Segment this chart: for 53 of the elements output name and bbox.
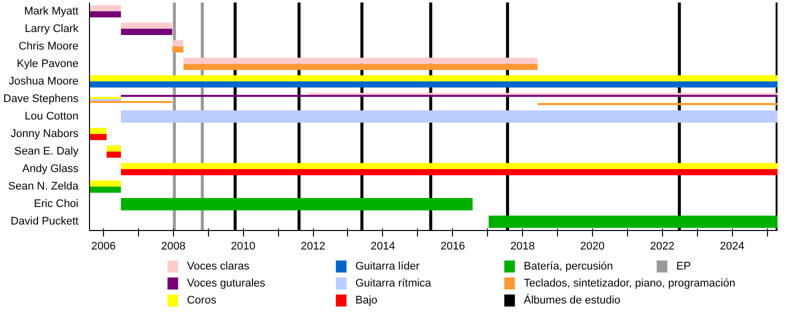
bar — [183, 58, 538, 64]
bar — [90, 5, 121, 12]
y-tick-label: Joshua Moore — [8, 75, 79, 88]
y-tick-label: Kyle Pavone — [16, 58, 79, 70]
x-tick-label: 2008 — [161, 240, 186, 252]
bar — [172, 40, 184, 46]
bar — [172, 46, 184, 52]
bar — [106, 152, 121, 158]
legend-label: Voces claras — [186, 260, 250, 272]
y-tick-label: David Puckett — [10, 216, 79, 228]
bar — [90, 11, 121, 18]
bar — [120, 162, 778, 170]
bar — [183, 64, 538, 70]
x-tick-label: 2024 — [720, 240, 744, 252]
legend-label: EP — [676, 260, 691, 272]
y-tick-label: Chris Moore — [18, 40, 78, 52]
y-tick-label: Andy Glass — [22, 163, 79, 176]
legend-label: Bajo — [355, 294, 378, 306]
legend-label: Voces guturales — [186, 278, 266, 290]
bar — [90, 128, 107, 134]
bar — [120, 198, 473, 210]
bar — [90, 81, 778, 88]
bar — [106, 145, 121, 152]
legend-label: Guitarra líder — [355, 260, 420, 272]
x-tick-label: 2014 — [370, 240, 396, 252]
y-tick-label: Jonny Nabors — [10, 128, 79, 140]
y-tick-label: Lou Cotton — [24, 110, 79, 122]
legend-label: Guitarra rítmica — [355, 278, 432, 290]
bar — [120, 22, 172, 29]
x-tick-label: 2018 — [510, 240, 535, 252]
bar — [90, 75, 778, 82]
bar — [90, 180, 121, 187]
y-tick-label: Sean E. Daly — [14, 146, 79, 158]
bar — [90, 134, 107, 140]
legend-label: Álbumes de estudio — [524, 294, 620, 306]
y-tick-label: Mark Myatt — [24, 5, 79, 18]
bar — [538, 103, 778, 106]
legend-label: Batería, percusión — [524, 260, 614, 272]
bar — [120, 28, 172, 35]
y-tick-label: Larry Clark — [24, 22, 79, 35]
x-tick-label: 2006 — [91, 240, 116, 252]
y-tick-label: Sean N. Zelda — [8, 180, 80, 193]
x-tick-label: 2012 — [300, 240, 326, 252]
x-tick-label: 2020 — [580, 240, 605, 252]
y-tick-label: Eric Choi — [34, 198, 78, 210]
x-tick-label: 2016 — [440, 240, 465, 252]
y-tick-label: Dave Stephens — [3, 92, 79, 105]
x-tick-label: 2010 — [230, 240, 256, 252]
legend-label: Teclados, sintetizador, piano, programación — [524, 278, 736, 290]
x-tick-label: 2022 — [650, 240, 674, 252]
legend-label: Coros — [186, 294, 217, 306]
bar — [120, 169, 778, 176]
bar — [488, 216, 778, 228]
